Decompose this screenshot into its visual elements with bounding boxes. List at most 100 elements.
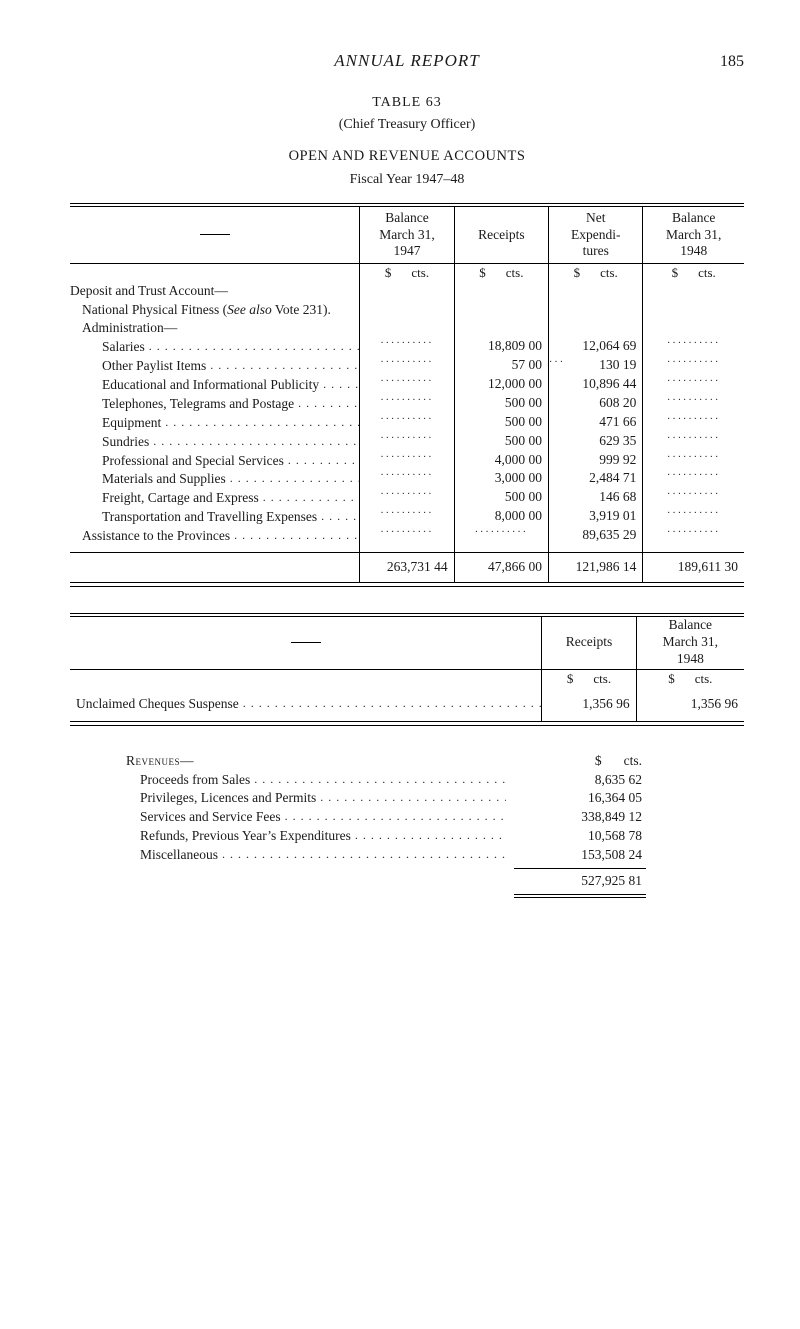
row-label: Assistance to the Provinces [70,527,360,546]
row-receipts: 1,356 96 [542,692,636,717]
row-expenditures: 146 68 [549,489,643,508]
unit-cell: $cts. [454,264,548,282]
row-balance-1948 [643,470,744,489]
cts-label: cts. [695,671,713,686]
unit-cell: $ cts. [542,670,636,688]
row-balance-1947 [360,489,454,508]
row-expenditures: ···130 19 [549,357,643,376]
dollar-sign: $ [595,753,602,768]
revenues-total-row: 527,925 81 [126,872,646,891]
header-blank [70,617,542,670]
row-label: National Physical Fitness (See also Vote… [70,301,360,320]
unit-cell: $cts. [549,264,643,282]
row-expenditures: 629 35 [549,433,643,452]
row-label: Deposit and Trust Account— [70,282,360,301]
row-expenditures: 12,064 69 [549,338,643,357]
revenue-label: Privileges, Licences and Permits [126,789,506,808]
col-header: BalanceMarch 31,1947 [360,207,454,264]
row-receipts: 500 00 [454,395,548,414]
row-balance-1948 [643,338,744,357]
row-label: Other Paylist Items [70,357,360,376]
row-receipts: 8,000 00 [454,508,548,527]
table-row: Deposit and Trust Account— [70,282,744,301]
row-balance-1948 [643,357,744,376]
cts-label: cts. [593,671,611,686]
row-expenditures: 608 20 [549,395,643,414]
row-balance-1948 [643,452,744,471]
row-balance-1947 [360,508,454,527]
table-row: National Physical Fitness (See also Vote… [70,301,744,320]
dash-icon [291,642,321,643]
row-label: Educational and Informational Publicity [70,376,360,395]
row-label: Sundries [70,433,360,452]
table-row: Transportation and Travelling Expenses 8,… [70,508,744,527]
table-subhead: (Chief Treasury Officer) [70,116,744,134]
row-balance: 1,356 96 [636,692,744,717]
col-header-text: BalanceMarch 31,1948 [663,617,718,666]
row-label: Transportation and Travelling Expenses [70,508,360,527]
revenue-amount: 10,568 78 [506,827,646,846]
table-row: Freight, Cartage and Express 500 00146 68 [70,489,744,508]
fiscal-year: Fiscal Year 1947–48 [70,171,744,189]
row-expenditures [549,282,643,301]
revenues-block: Revenues— $cts. Proceeds from Sales8,635… [126,752,646,901]
unit-row: $cts. $cts. $cts. $cts. [70,264,744,282]
row-expenditures: 999 92 [549,452,643,471]
dollar-sign: $ [567,671,574,686]
revenue-label: Services and Service Fees [126,808,506,827]
total-balance-1948: 189,611 30 [643,553,744,582]
total-balance-1947: 263,731 44 [360,553,454,582]
col-header: Receipts [542,617,636,670]
revenue-amount: 338,849 12 [506,808,646,827]
row-balance-1947 [360,376,454,395]
table-row: Assistance to the Provinces89,635 29 [70,527,744,546]
revenue-amount: 153,508 24 [506,846,646,865]
row-balance-1947 [360,452,454,471]
row-expenditures [549,319,643,338]
row-label: Administration— [70,319,360,338]
row-label: Professional and Special Services [70,452,360,471]
row-balance-1947 [360,357,454,376]
total-row: 263,731 44 47,866 00 121,986 14 189,611 … [70,553,744,582]
row-balance-1947 [360,282,454,301]
row-balance-1947 [360,414,454,433]
row-balance-1948 [643,301,744,320]
col-header: BalanceMarch 31,1948 [636,617,744,670]
unit-cell: $cts. [636,670,744,688]
row-receipts: 500 00 [454,489,548,508]
revenue-amount: 16,364 05 [506,789,646,808]
col-header-text: Receipts [478,227,525,242]
row-balance-1947 [360,527,454,546]
row-balance-1948 [643,527,744,546]
col-header: BalanceMarch 31,1948 [643,207,744,264]
row-label: Unclaimed Cheques Suspense [70,692,542,717]
table-number: TABLE 63 [70,94,744,112]
col-header: NetExpendi-tures [549,207,643,264]
revenue-label: Miscellaneous [126,846,506,865]
row-balance-1947 [360,470,454,489]
cts-label: cts. [411,265,429,280]
dollar-sign: $ [672,265,679,280]
cts-label: cts. [600,265,618,280]
col-header-text: BalanceMarch 31,1947 [379,210,434,257]
row-balance-1947 [360,301,454,320]
table-row: Telephones, Telegrams and Postage500 006… [70,395,744,414]
row-label: Freight, Cartage and Express [70,489,360,508]
unit-cell: $ cts. [506,752,646,771]
unit-cell: $cts. [643,264,744,282]
row-balance-1948 [643,508,744,527]
running-head: ANNUAL REPORT 185 [70,50,744,72]
row-label: Salaries [70,338,360,357]
row-balance-1948 [643,319,744,338]
row-balance-1947 [360,338,454,357]
rule [70,725,744,726]
rule-row [126,891,646,901]
cts-label: cts. [624,753,642,768]
row-balance-1947 [360,395,454,414]
row-receipts: 3,000 00 [454,470,548,489]
revenue-row: Proceeds from Sales8,635 62 [126,771,646,790]
row-receipts: 500 00 [454,433,548,452]
revenue-row: Services and Service Fees338,849 12 [126,808,646,827]
revenue-row: Refunds, Previous Year’s Expenditures10,… [126,827,646,846]
table-row: Educational and Informational Publicity1… [70,376,744,395]
